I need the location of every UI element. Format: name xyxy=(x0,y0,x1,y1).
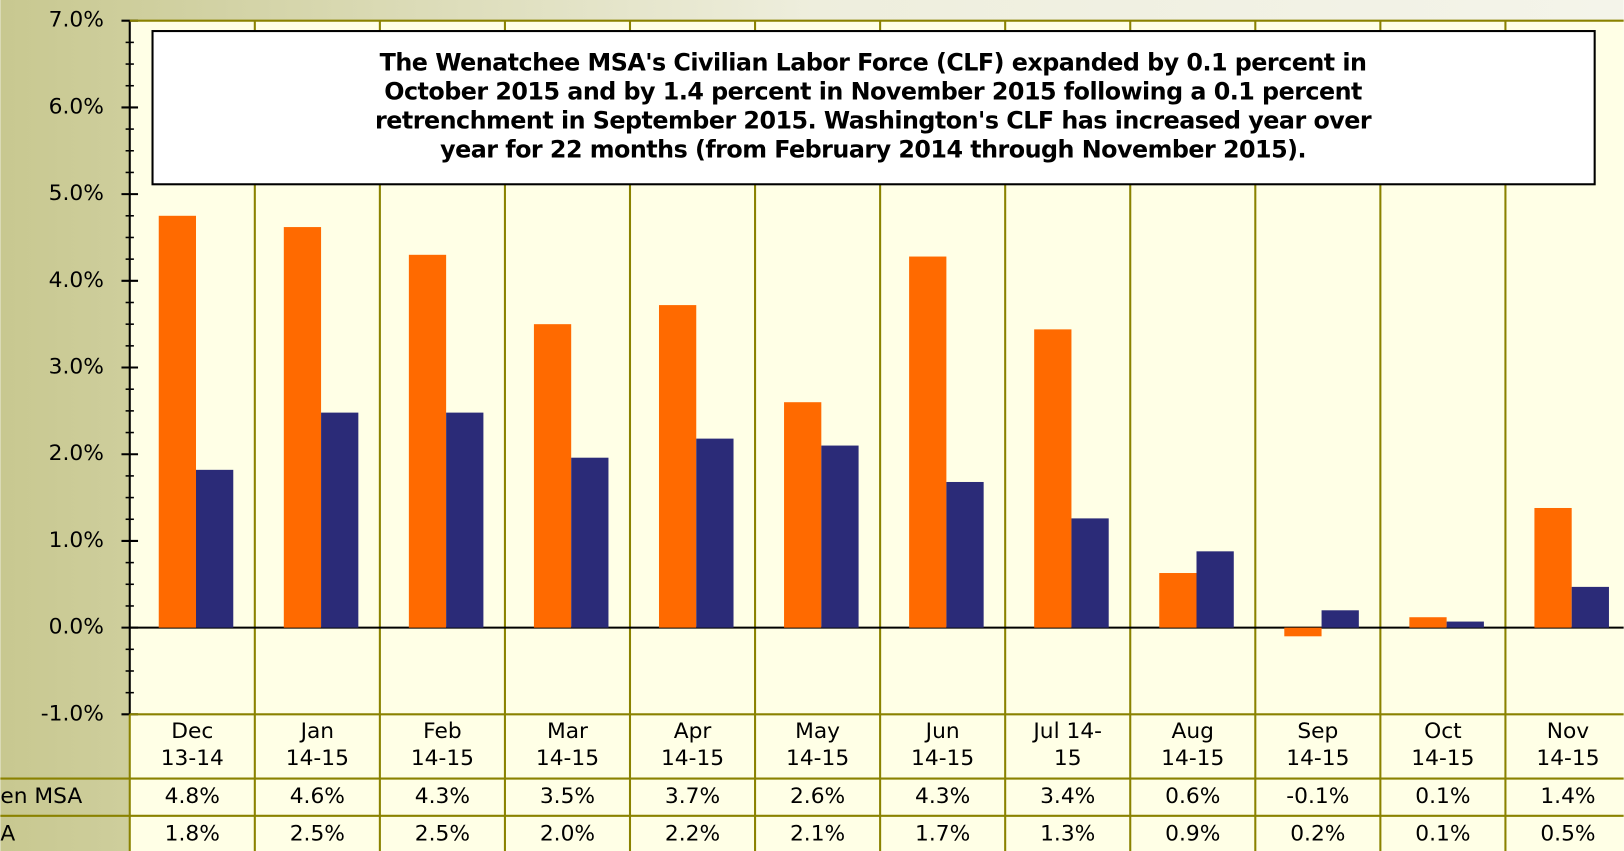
bar xyxy=(1321,610,1359,628)
bar xyxy=(571,457,609,628)
data-label: 4.3% xyxy=(915,784,970,809)
data-label: 2.5% xyxy=(290,821,345,846)
data-label: 4.6% xyxy=(290,784,345,809)
x-tick-label: May 14-15 xyxy=(786,719,849,771)
x-tick-label: Mar 14-15 xyxy=(536,719,599,771)
bar xyxy=(658,305,697,628)
data-label: 0.6% xyxy=(1165,784,1220,809)
data-label: 0.2% xyxy=(1290,821,1345,846)
data-label: 0.5% xyxy=(1540,821,1595,846)
data-label: 2.2% xyxy=(665,821,720,846)
data-label: -0.1% xyxy=(1286,784,1349,809)
bar xyxy=(533,324,572,628)
x-tick-label: Jan 14-15 xyxy=(286,719,349,771)
data-label: 3.7% xyxy=(665,784,720,809)
bar xyxy=(1159,573,1197,628)
annotation-text: retrenchment in September 2015. Washingt… xyxy=(375,107,1372,135)
bar xyxy=(1284,627,1322,637)
y-tick-label: 4.0% xyxy=(49,268,104,293)
bar xyxy=(1571,586,1609,628)
bar xyxy=(1034,329,1072,628)
legend-label: en MSA xyxy=(0,784,82,809)
bar xyxy=(283,227,322,628)
annotation-text: The Wenatchee MSA's Civilian Labor Force… xyxy=(380,49,1367,77)
bar xyxy=(1534,507,1572,628)
x-tick-label: Oct 14-15 xyxy=(1411,719,1474,771)
y-tick-label: 7.0% xyxy=(49,8,104,33)
data-label: 0.1% xyxy=(1415,821,1470,846)
x-tick-label: Feb 14-15 xyxy=(411,719,474,771)
data-label: 2.6% xyxy=(790,784,845,809)
annotation-text: year for 22 months (from February 2014 t… xyxy=(440,136,1306,164)
y-tick-label: 0.0% xyxy=(49,615,104,640)
bar xyxy=(909,256,947,628)
data-label: 0.9% xyxy=(1165,821,1220,846)
data-label: 1.4% xyxy=(1540,784,1595,809)
data-label: 1.8% xyxy=(165,821,220,846)
bar xyxy=(946,481,984,628)
y-tick-label: 6.0% xyxy=(49,94,104,119)
data-label: 3.4% xyxy=(1040,784,1095,809)
bar xyxy=(1446,621,1484,628)
data-label: 2.0% xyxy=(540,821,595,846)
y-tick-label: 5.0% xyxy=(49,181,104,206)
legend-label: A xyxy=(0,821,15,846)
data-label: 2.1% xyxy=(790,821,845,846)
x-tick-label: Apr 14-15 xyxy=(661,719,724,771)
data-label: 1.7% xyxy=(915,821,970,846)
data-label: 2.5% xyxy=(415,821,470,846)
bar xyxy=(1409,617,1447,628)
x-tick-label: Nov 14-15 xyxy=(1536,719,1599,771)
bar xyxy=(1196,551,1234,628)
bar xyxy=(1071,518,1109,628)
bar xyxy=(196,469,234,628)
y-tick-label: 3.0% xyxy=(49,355,104,380)
x-tick-label: Sep 14-15 xyxy=(1286,719,1349,771)
bar xyxy=(321,412,359,628)
bar xyxy=(446,412,484,628)
bar xyxy=(158,215,197,628)
y-tick-label: 2.0% xyxy=(49,441,104,466)
annotation-box xyxy=(151,30,1596,186)
data-label: 1.3% xyxy=(1040,821,1095,846)
bar xyxy=(821,445,859,628)
x-tick-label: Aug 14-15 xyxy=(1161,719,1224,771)
y-tick-label: -1.0% xyxy=(41,701,104,726)
data-label: 4.3% xyxy=(415,784,470,809)
bar xyxy=(696,438,734,628)
data-label: 3.5% xyxy=(540,784,595,809)
y-tick-label: 1.0% xyxy=(49,528,104,553)
bar xyxy=(408,254,447,628)
data-label: 4.8% xyxy=(165,784,220,809)
x-tick-label: Dec 13-14 xyxy=(161,719,224,771)
bar xyxy=(784,402,822,628)
annotation-text: October 2015 and by 1.4 percent in Novem… xyxy=(384,78,1362,106)
x-tick-label: Jul 14-15 xyxy=(1031,719,1102,771)
x-tick-label: Jun 14-15 xyxy=(911,719,974,771)
data-label: 0.1% xyxy=(1415,784,1470,809)
